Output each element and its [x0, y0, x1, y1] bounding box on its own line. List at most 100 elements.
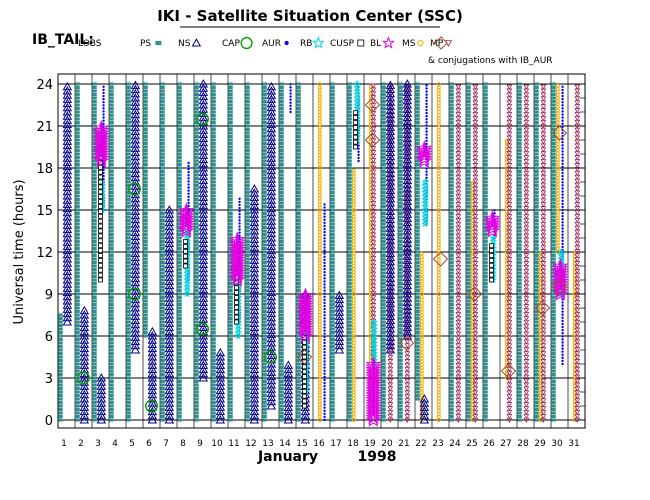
ns-point: [215, 385, 226, 395]
legend-label: RB: [300, 39, 312, 49]
ps-point: [330, 334, 335, 338]
ns-point: [79, 406, 90, 416]
ps-point: [517, 393, 522, 398]
ps-point: [330, 99, 335, 104]
ms-point: [317, 285, 322, 290]
ms-point: [351, 273, 356, 278]
ps-point: [347, 250, 352, 254]
ps-point: [58, 334, 63, 338]
ps-point: [279, 197, 284, 202]
ns-point: [249, 377, 260, 386]
ps-point: [330, 379, 335, 384]
ps-point: [245, 260, 250, 265]
ps-point: [143, 85, 148, 90]
ps-point: [517, 211, 522, 216]
ps-point: [194, 341, 199, 345]
ps-point: [330, 362, 335, 366]
ps-point: [194, 292, 199, 296]
ps-point: [296, 134, 301, 139]
ps-point: [296, 302, 301, 307]
ps-point: [551, 124, 556, 128]
ms-point: [555, 234, 560, 239]
ns-point: [79, 410, 90, 420]
x-tick-label: 5: [129, 439, 135, 449]
ps-point: [228, 327, 233, 331]
ps-point: [126, 344, 131, 349]
ps-point: [194, 299, 199, 303]
ns-point: [249, 347, 260, 357]
ps-point: [109, 278, 114, 282]
ps-point: [194, 355, 199, 359]
ps-point: [279, 215, 284, 219]
ps-point: [449, 285, 454, 289]
ps-point: [551, 120, 556, 125]
ns-point: [402, 121, 413, 130]
ps-point: [177, 295, 182, 300]
ps-point: [279, 330, 284, 335]
ps-point: [211, 218, 216, 223]
ps-point: [228, 418, 233, 422]
ms-point: [317, 183, 322, 188]
ps-point: [143, 208, 148, 212]
ms-point: [555, 142, 560, 147]
ns-point: [334, 345, 345, 354]
ns-point: [130, 261, 141, 270]
ms-point: [317, 378, 322, 382]
ps-point: [415, 218, 420, 223]
ps-point: [551, 106, 556, 111]
ps-point: [415, 306, 420, 310]
ps-point: [381, 404, 386, 408]
ps-point: [194, 82, 199, 86]
ps-point: [466, 411, 471, 415]
ps-point: [245, 295, 250, 300]
ms-point: [351, 359, 356, 364]
ps-point: [245, 208, 250, 212]
ns-point: [385, 151, 396, 161]
ms-point: [351, 196, 356, 201]
ps-point: [211, 278, 216, 282]
ps-point: [415, 187, 420, 191]
ps-point: [415, 232, 420, 237]
legend-marker: [240, 36, 253, 50]
ps-point: [551, 204, 556, 209]
ps-point: [296, 155, 301, 160]
ps-point: [551, 250, 556, 254]
ps-point: [194, 96, 199, 100]
ps-point: [160, 327, 165, 331]
ns-point: [198, 343, 209, 353]
ps-point: [449, 344, 454, 349]
ps-point: [160, 138, 165, 142]
ps-point: [126, 211, 131, 216]
ns-point: [62, 157, 73, 166]
ns-point: [62, 300, 73, 309]
ps-point: [449, 348, 454, 352]
ps-point: [330, 404, 335, 408]
ps-point: [177, 302, 182, 307]
ps-point: [398, 218, 403, 223]
ps-point: [347, 117, 352, 121]
ps-point: [279, 110, 284, 114]
ps-point: [160, 229, 165, 233]
ps-point: [177, 183, 182, 188]
ps-point: [347, 145, 352, 149]
ns-point: [402, 297, 413, 306]
ms-point: [351, 208, 356, 213]
ps-point: [279, 176, 284, 181]
ps-point: [551, 253, 556, 258]
ms-point: [317, 390, 322, 395]
ps-point: [109, 351, 114, 356]
ps-point: [92, 285, 97, 289]
ps-point: [262, 390, 267, 394]
ps-point: [296, 229, 301, 233]
ms-point: [351, 304, 356, 308]
ns-point: [385, 345, 396, 354]
ns-point: [334, 307, 345, 316]
ps-point: [211, 232, 216, 237]
ns-point: [419, 406, 430, 416]
ms-point: [555, 213, 560, 217]
ns-point: [164, 343, 175, 353]
ps-point: [347, 407, 352, 412]
ps-point: [160, 197, 165, 202]
ps-point: [279, 355, 284, 359]
ps-point: [551, 400, 556, 405]
